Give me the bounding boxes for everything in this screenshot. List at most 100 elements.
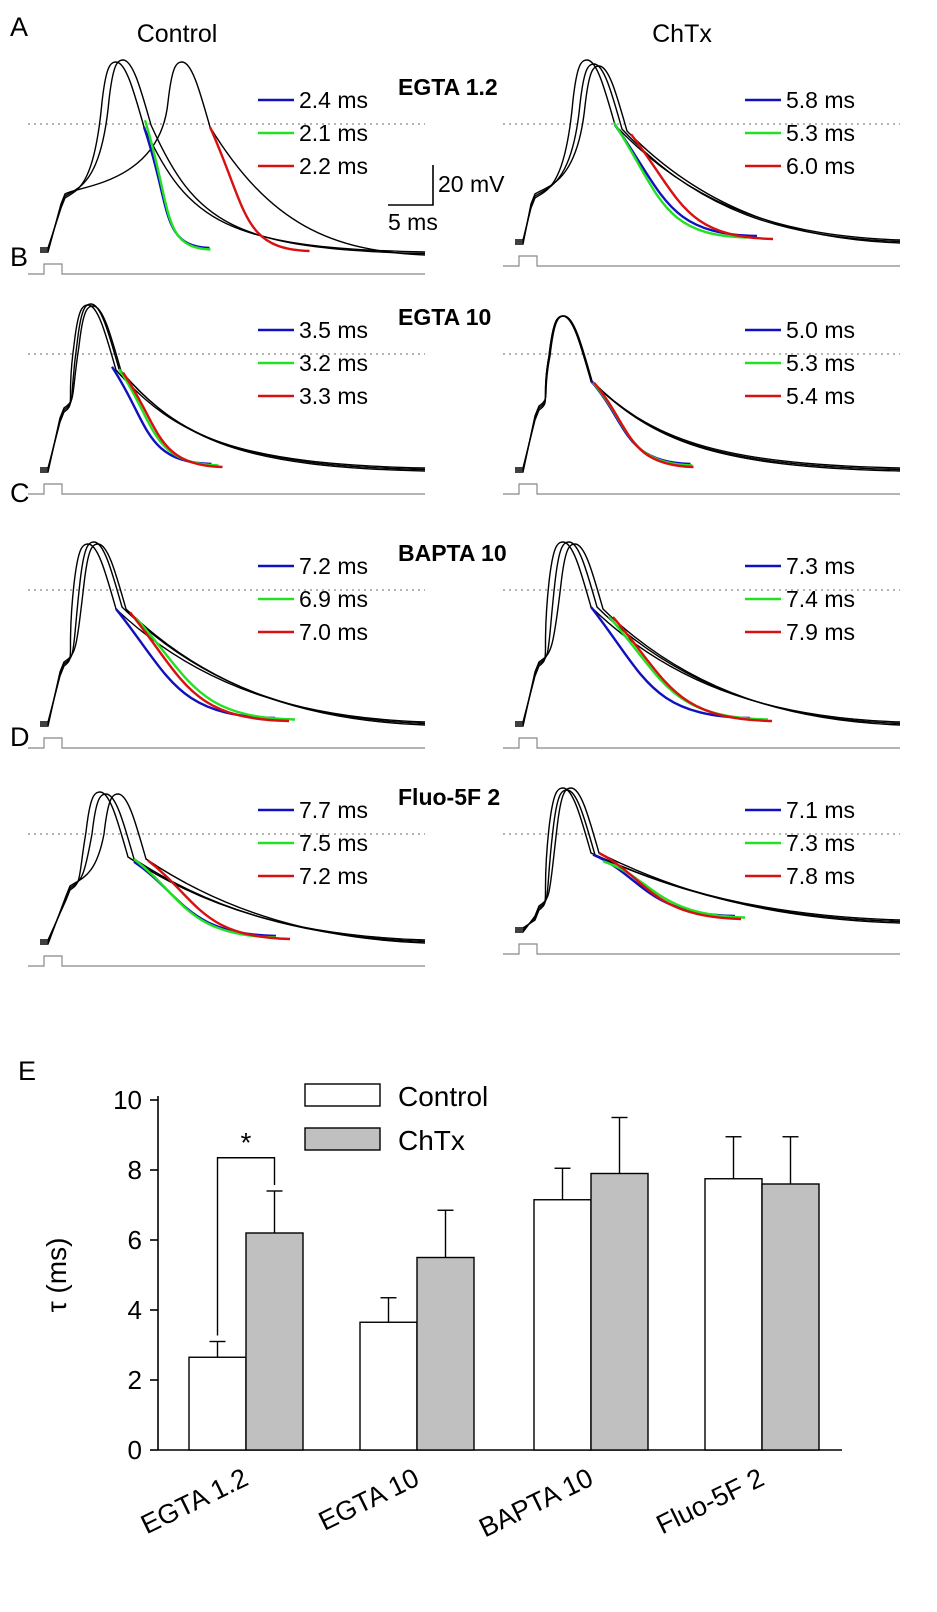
tau-legend-value: 7.8 ms [786, 863, 855, 889]
green-fit-segment [135, 617, 296, 721]
stimulus-trace [28, 263, 425, 275]
significance-marker: * [241, 1127, 252, 1158]
y-tick-label: 8 [128, 1155, 142, 1185]
scale-bar-voltage: 20 mV [438, 171, 505, 197]
ap-trace [515, 315, 901, 473]
red-fit-segment [147, 859, 291, 941]
ap-trace [515, 543, 901, 727]
y-tick-label: 6 [128, 1225, 142, 1255]
ap-trace [40, 61, 426, 256]
y-axis-label: τ (ms) [41, 1238, 72, 1313]
control-panel-a [28, 59, 426, 275]
chtx-bar [245, 1232, 304, 1451]
tau-legend-value: 3.3 ms [299, 383, 368, 409]
green-fit-segment [143, 119, 211, 251]
y-tick-label: 10 [113, 1085, 142, 1115]
control-panel-d [28, 791, 426, 967]
legend-label: ChTx [398, 1125, 465, 1156]
tau-legend-value: 7.2 ms [299, 553, 368, 579]
tau-legend-value: 6.0 ms [786, 153, 855, 179]
tau-legend-value: 6.9 ms [299, 586, 368, 612]
tau-legend-value: 3.5 ms [299, 317, 368, 343]
condition-label: EGTA 10 [398, 304, 491, 330]
y-tick-label: 4 [128, 1295, 142, 1325]
control-bar [188, 1356, 247, 1451]
tau-legend-value: 5.4 ms [786, 383, 855, 409]
voltage-traces: A EGTA 1.2 2.4 ms 2.1 ms 2.2 ms 5.8 ms 5.3 ms 6… [10, 12, 901, 967]
control-bar [359, 1321, 418, 1451]
tau-legend-value: 7.7 ms [299, 797, 368, 823]
chtx-bar [416, 1256, 475, 1451]
tau-legend-value: 7.0 ms [299, 619, 368, 645]
column-header-chtx: ChTx [652, 20, 712, 48]
scale-bar-lines [388, 165, 434, 206]
tau-legend-value: 7.3 ms [786, 830, 855, 856]
tau-legend-value: 7.5 ms [299, 830, 368, 856]
tau-legend-value: 5.8 ms [786, 87, 855, 113]
bar-chart: 0 2 4 6 8 10 τ (ms) EGTA 1.2 EGTA 10 BAPTA 10 Fluo… [41, 1081, 842, 1543]
ap-trace [515, 787, 901, 933]
tau-legend-value: 7.4 ms [786, 586, 855, 612]
chtx-panel-b [503, 315, 901, 495]
ap-trace [40, 793, 426, 945]
y-tick-label: 0 [128, 1435, 142, 1465]
tau-legend-value: 7.1 ms [786, 797, 855, 823]
legend-label: Control [398, 1081, 488, 1112]
category-label: EGTA 1.2 [136, 1462, 253, 1539]
panel-letter-a: A [10, 12, 28, 42]
tau-legend-value: 5.0 ms [786, 317, 855, 343]
red-fit-segment [122, 371, 223, 469]
tau-legend-value: 7.9 ms [786, 619, 855, 645]
control-panel-c [28, 541, 426, 749]
legend-swatch [304, 1127, 381, 1151]
panel-letter-d: D [10, 722, 30, 752]
stimulus-trace [503, 943, 900, 955]
chtx-panel-c [503, 541, 901, 749]
tau-legend-value: 5.3 ms [786, 350, 855, 376]
ap-trace [40, 61, 426, 253]
red-fit-segment [593, 381, 694, 469]
y-tick-label: 2 [128, 1365, 142, 1395]
scale-bar-time: 5 ms [388, 209, 438, 235]
panel-letter-c: C [10, 478, 30, 508]
red-fit-segment [630, 133, 774, 241]
significance-bracket [216, 1157, 276, 1336]
category-label: EGTA 10 [314, 1462, 424, 1536]
red-fit-segment [208, 126, 310, 253]
chtx-bar [590, 1172, 649, 1451]
chtx-bar [761, 1183, 820, 1451]
stimulus-trace [503, 255, 900, 267]
tau-legend-value: 2.1 ms [299, 120, 368, 146]
panel-letter-b: B [10, 242, 28, 272]
ap-trace [40, 305, 426, 473]
green-fit-segment [612, 121, 748, 239]
control-panel-b [28, 303, 426, 495]
green-fit-segment [608, 615, 769, 721]
ap-trace [515, 65, 901, 245]
control-bar [704, 1178, 763, 1451]
condition-label: Fluo-5F 2 [398, 784, 500, 810]
chtx-panel-a [503, 59, 901, 267]
tau-legend-value: 2.2 ms [299, 153, 368, 179]
green-fit-segment [602, 860, 746, 919]
ap-trace [40, 543, 426, 727]
stimulus-trace [28, 955, 425, 967]
blue-fit-segment [590, 606, 751, 720]
tau-legend-value: 5.3 ms [786, 120, 855, 146]
scale-bar: 20 mV 5 ms [388, 165, 505, 235]
panel-letter-e: E [18, 1056, 36, 1086]
condition-label: BAPTA 10 [398, 540, 507, 566]
stimulus-trace [503, 483, 900, 495]
red-fit-segment [598, 851, 742, 921]
stimulus-trace [28, 483, 425, 495]
ap-trace [40, 303, 426, 471]
chtx-panel-d [503, 787, 901, 955]
red-fit-segment [129, 611, 290, 723]
category-label: BAPTA 10 [474, 1462, 597, 1543]
column-header-control: Control [137, 20, 218, 48]
control-bar [533, 1199, 592, 1451]
red-fit-segment [612, 616, 773, 723]
stimulus-trace [503, 737, 900, 749]
tau-legend-value: 7.2 ms [299, 863, 368, 889]
